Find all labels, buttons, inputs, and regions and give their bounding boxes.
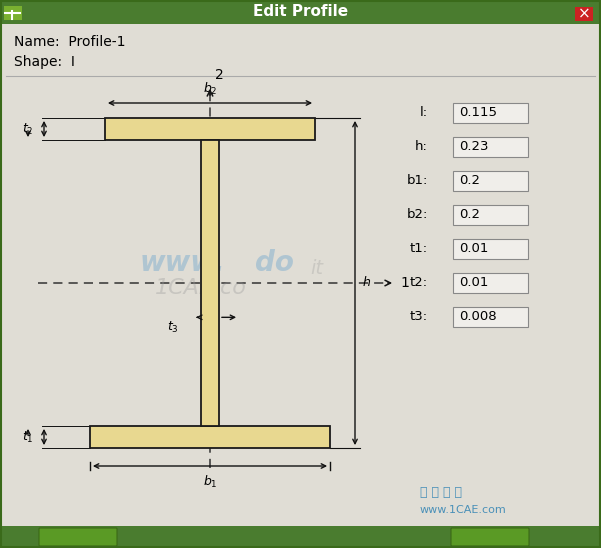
Text: 0.01: 0.01 [459,277,489,289]
Bar [453,239,528,259]
Text: $t_2$: $t_2$ [22,122,34,136]
Bar [453,273,528,293]
Bar [0,0,601,24]
Text: ×: × [578,7,590,21]
Bar [0,526,601,548]
Text: 0.23: 0.23 [459,140,489,153]
FancyBboxPatch shape [39,528,117,546]
Text: www.: www. [140,249,225,277]
Text: it: it [310,259,323,277]
Bar [453,103,528,123]
Text: t2:: t2: [410,277,428,289]
Text: Edit Profile: Edit Profile [254,4,349,20]
Text: 0.008: 0.008 [459,311,496,323]
Bar [453,171,528,191]
Text: www.1CAE.com: www.1CAE.com [420,505,507,515]
Text: 0.115: 0.115 [459,106,497,119]
Bar [105,118,315,140]
Text: b1:: b1: [407,174,428,187]
Bar [453,307,528,327]
Text: 1CAE.co: 1CAE.co [155,278,247,298]
Bar [575,7,593,21]
Bar [453,205,528,225]
Text: Name:  Profile-1: Name: Profile-1 [14,35,126,49]
Text: h: h [363,277,371,289]
Text: $b_2$: $b_2$ [203,81,218,97]
Text: t3:: t3: [410,311,428,323]
Text: $t_3$: $t_3$ [167,320,179,335]
Text: 0.01: 0.01 [459,243,489,255]
FancyBboxPatch shape [451,528,529,546]
Text: do: do [255,249,294,277]
Text: Shape:  I: Shape: I [14,55,75,69]
Text: 0.2: 0.2 [459,174,480,187]
Text: $b_1$: $b_1$ [203,474,218,490]
Text: 1: 1 [400,276,409,290]
Text: 2: 2 [215,68,224,82]
Text: t1:: t1: [410,243,428,255]
Bar [90,426,330,448]
Text: 0.2: 0.2 [459,208,480,221]
Bar [453,137,528,157]
Text: h:: h: [415,140,428,153]
Bar [201,140,219,426]
Bar [0,542,601,544]
Text: 仿 真 在 线: 仿 真 在 线 [420,487,462,499]
Text: l:: l: [420,106,428,119]
Text: $t_1$: $t_1$ [22,430,34,444]
Bar [4,6,22,20]
Text: b2:: b2: [407,208,428,221]
